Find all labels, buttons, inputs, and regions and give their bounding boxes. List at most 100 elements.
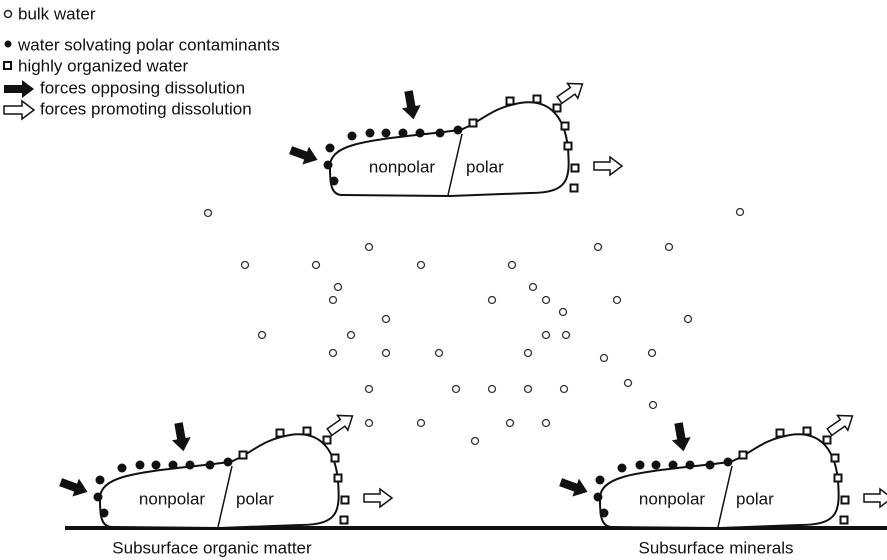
promoting-force-arrow [363, 487, 394, 509]
organized-water [775, 428, 785, 438]
bulk-water [364, 384, 374, 394]
organized-water [505, 96, 515, 106]
solvating-water [99, 508, 109, 518]
legend-opposing-icon [4, 80, 34, 98]
polar-divider [717, 465, 733, 528]
legend-label: water solvating polar contaminants [17, 35, 280, 54]
bulk-water [434, 348, 444, 358]
promoting-force-arrow [593, 155, 624, 177]
organized-water [330, 453, 340, 463]
bulk-water [328, 295, 338, 305]
bulk-water [647, 348, 657, 358]
organized-water [738, 450, 748, 460]
bulk-water [735, 207, 745, 217]
opposing-force-arrow [289, 146, 318, 165]
molecule-outline [98, 433, 340, 530]
bulk-water [311, 260, 321, 270]
organized-water [333, 473, 343, 483]
surface-label: Subsurface organic matter [112, 538, 312, 557]
promoting-force-arrow [863, 487, 887, 509]
solvating-water [381, 128, 391, 138]
organized-water [560, 121, 570, 131]
solvating-water [95, 475, 105, 485]
promoting-force-arrow [556, 82, 584, 105]
solvating-water [135, 460, 145, 470]
organized-water [569, 183, 579, 193]
surface-label: Subsurface minerals [639, 538, 794, 557]
solvating-water [723, 457, 733, 467]
bulk-water [528, 282, 538, 292]
polar-divider [217, 465, 233, 528]
solvating-water [453, 125, 463, 135]
bulk-water [203, 208, 213, 218]
bulk-water [623, 378, 633, 388]
solvating-water [325, 143, 335, 153]
molecule: nonpolar polar [559, 414, 887, 530]
organized-water [570, 163, 580, 173]
bulk-water [416, 418, 426, 428]
bulk-water [612, 295, 622, 305]
solvating-water [347, 131, 357, 141]
legend: bulk water water solvating polar contami… [3, 4, 280, 121]
opposing-force-arrow [559, 478, 588, 497]
promoting-force-arrow [826, 414, 854, 437]
organized-water [563, 141, 573, 151]
organized-water [552, 103, 562, 113]
organized-water [839, 515, 849, 525]
bulk-water [541, 295, 551, 305]
solvating-water [595, 475, 605, 485]
organized-water [340, 495, 350, 505]
molecule: nonpolar polar [289, 82, 624, 198]
molecule: nonpolar polar [59, 414, 394, 530]
bulk-water [683, 314, 693, 324]
organized-water [830, 453, 840, 463]
bulk-water [648, 400, 658, 410]
legend-label: bulk water [18, 4, 96, 23]
legend-solvating-icon [4, 40, 12, 48]
solvating-water [205, 460, 215, 470]
solvating-water [323, 160, 333, 170]
bulk-water [507, 260, 517, 270]
polar-label: polar [736, 489, 774, 508]
bulk-water [346, 330, 356, 340]
solvating-water [185, 460, 195, 470]
solvating-water [593, 492, 603, 502]
nonpolar-label: nonpolar [369, 157, 436, 176]
solvating-water [151, 460, 161, 470]
organized-water [802, 426, 812, 436]
opposing-force-arrow [171, 422, 191, 452]
solvating-water [635, 460, 645, 470]
solvating-water [705, 460, 715, 470]
molecule-outline [328, 101, 570, 198]
bulk-water [364, 242, 374, 252]
organized-water [322, 435, 332, 445]
bulk-water [558, 307, 568, 317]
bulk-water [381, 314, 391, 324]
nonpolar-label: nonpolar [639, 489, 706, 508]
bulk-water [364, 418, 374, 428]
solvating-water [617, 463, 627, 473]
bulk-water [523, 348, 533, 358]
solvating-water [329, 176, 339, 186]
solvating-water [599, 508, 609, 518]
bulk-water [333, 282, 343, 292]
bulk-water [541, 330, 551, 340]
bulk-water [451, 384, 461, 394]
bulk-water [599, 353, 609, 363]
bulk-water [561, 330, 571, 340]
solvating-water [93, 492, 103, 502]
bulk-water [487, 384, 497, 394]
solvating-water [168, 460, 178, 470]
polar-label: polar [466, 157, 504, 176]
legend-label: forces opposing dissolution [40, 78, 245, 97]
legend-bulk-icon [3, 9, 13, 19]
solvating-water [435, 128, 445, 138]
solvating-water [668, 460, 678, 470]
organized-water [532, 94, 542, 104]
opposing-force-arrow [59, 478, 88, 497]
legend-label: highly organized water [18, 56, 188, 75]
solvating-water [685, 460, 695, 470]
legend-organized-icon [3, 61, 12, 70]
solvating-water [651, 460, 661, 470]
